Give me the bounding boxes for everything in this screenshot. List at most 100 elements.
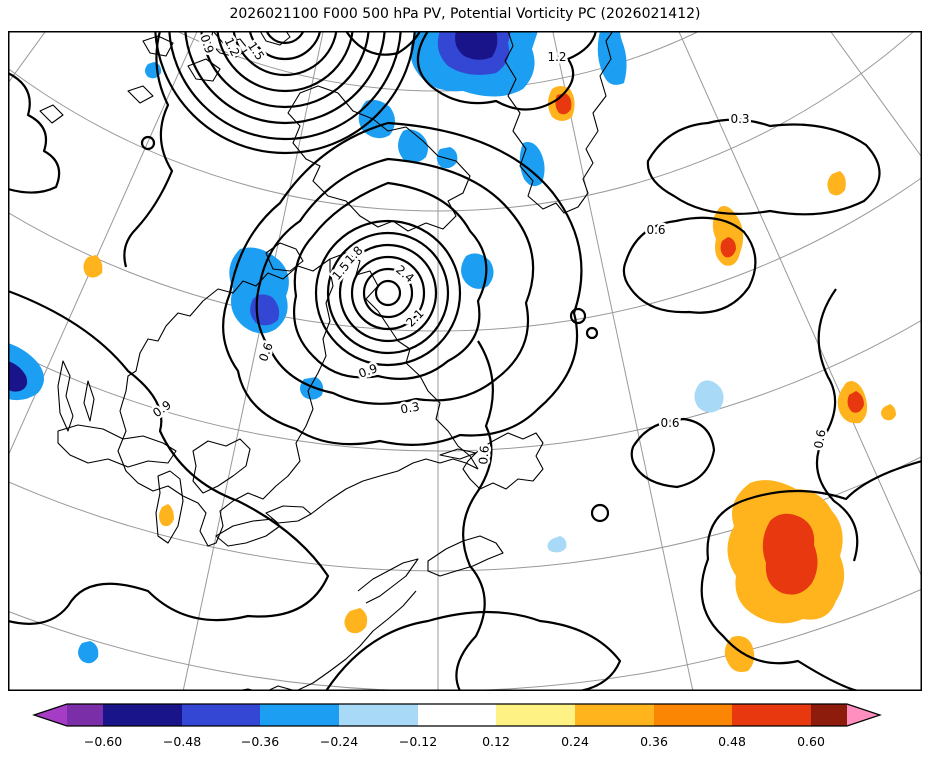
coastline: [235, 590, 417, 691]
pv-anomaly-region: [519, 142, 545, 187]
colorbar-segment: [575, 704, 654, 726]
coastlines: [39, 31, 614, 691]
pv-map: 1.2 0.3 0.6 0.6 0.9 0.3 0.6 0.6 0.6 0.9 …: [8, 31, 922, 691]
graticule-line: [182, 31, 324, 691]
pv-anomaly-region: [597, 31, 627, 85]
contour-line: [248, 31, 322, 61]
colorbar-tick-label: −0.60: [84, 734, 122, 749]
contour-line: [338, 243, 438, 343]
colorbar-tick-label: 0.24: [561, 734, 589, 749]
colorbar-segment: [811, 704, 847, 726]
pv-anomaly-region: [83, 255, 103, 278]
graticule-line: [8, 319, 922, 452]
pv-anomaly-region: [847, 391, 864, 413]
contour-line: [255, 157, 535, 405]
colorbar-segment: [339, 704, 418, 726]
contour-line: [362, 267, 414, 319]
coastline: [83, 380, 95, 422]
contour-line: [184, 31, 386, 125]
coastline: [57, 424, 177, 468]
colorbar-tick-label: −0.24: [320, 734, 358, 749]
plot-title: 2026021100 F000 500 hPa PV, Potential Vo…: [229, 6, 701, 22]
contour-line: [416, 31, 598, 111]
coastline: [427, 535, 504, 577]
colorbar-segments: [32, 703, 882, 727]
colorbar-tick-label: 0.48: [718, 734, 746, 749]
contour-line: [455, 340, 494, 691]
pv-anomaly-region: [694, 380, 724, 413]
contour-label: 0.3: [730, 112, 749, 126]
contour-line: [590, 503, 610, 523]
colorbar: −0.60 −0.48 −0.36 −0.24 −0.12 0.12 0.24 …: [32, 703, 882, 749]
coastline: [357, 558, 419, 604]
colorbar-ticks: −0.60 −0.48 −0.36 −0.24 −0.12 0.12 0.24 …: [84, 734, 825, 749]
colorbar-arrow-left: [34, 704, 67, 726]
colorbar-tick-label: −0.36: [241, 734, 279, 749]
coastline: [265, 242, 304, 272]
pv-anomaly-region: [720, 237, 736, 258]
pv-anomaly-region: [547, 536, 567, 553]
contour-label: 0.3: [399, 399, 420, 416]
contour-line: [585, 326, 599, 340]
pv-anomaly-region: [398, 129, 428, 163]
coastline: [192, 438, 251, 494]
colorbar-outline: [32, 703, 882, 727]
contour-label: 1.2: [547, 50, 566, 64]
colorbar-segment: [418, 704, 496, 726]
colorbar-tick-label: 0.36: [640, 734, 668, 749]
pv-anomaly-region: [461, 253, 494, 289]
pv-shading: [8, 31, 896, 672]
coastline: [259, 31, 291, 46]
colorbar-tick-label: −0.48: [163, 734, 201, 749]
coastline: [39, 104, 64, 124]
contour-line: [8, 72, 61, 194]
contour-line: [292, 181, 488, 380]
pv-anomaly-region: [358, 99, 395, 139]
graticule-line: [829, 31, 922, 159]
coastline: [187, 58, 221, 82]
colorbar-segment: [182, 704, 260, 726]
contour-label: 0.6: [256, 341, 276, 364]
graticule-line: [8, 31, 198, 458]
colorbar-arrow-right: [847, 704, 880, 726]
contour-line: [200, 31, 370, 109]
contour-line: [168, 31, 402, 141]
colorbar-segment: [260, 704, 339, 726]
coastline: [127, 85, 154, 104]
graticule: [8, 31, 922, 691]
pv-anomaly-region: [8, 361, 28, 392]
contour-line: [350, 255, 426, 331]
contour-line: [700, 459, 922, 691]
pv-anomaly-region: [762, 513, 818, 595]
contour-line: [622, 216, 757, 314]
coastline: [215, 518, 281, 547]
colorbar-segment: [654, 704, 732, 726]
contour-line: [314, 219, 462, 367]
contour-line: [569, 307, 587, 325]
contour-lines: [8, 31, 922, 691]
colorbar-segment: [103, 704, 182, 726]
pv-anomaly-region: [78, 641, 99, 664]
colorbar-segment: [496, 704, 575, 726]
contour-line: [222, 121, 583, 446]
contour-line: [154, 31, 416, 155]
pv-anomaly-region: [344, 608, 368, 634]
contour-label: 0.6: [660, 416, 679, 430]
pv-anomaly-region: [881, 404, 896, 421]
graticule-line: [552, 31, 694, 691]
contour-line: [123, 31, 174, 268]
pv-anomaly-region: [455, 31, 498, 60]
contour-line: [8, 289, 330, 625]
graticule-line: [678, 31, 922, 579]
colorbar-segment: [67, 704, 103, 726]
pv-anomaly-region: [300, 377, 324, 400]
pv-anomaly-region: [159, 504, 174, 527]
colorbar-segment: [732, 704, 811, 726]
colorbar-tick-label: 0.60: [797, 734, 825, 749]
pv-anomaly-region: [436, 147, 458, 169]
coastline: [462, 432, 544, 490]
contour-line: [216, 31, 354, 93]
contour-line: [646, 118, 881, 216]
contour-line: [345, 31, 421, 56]
